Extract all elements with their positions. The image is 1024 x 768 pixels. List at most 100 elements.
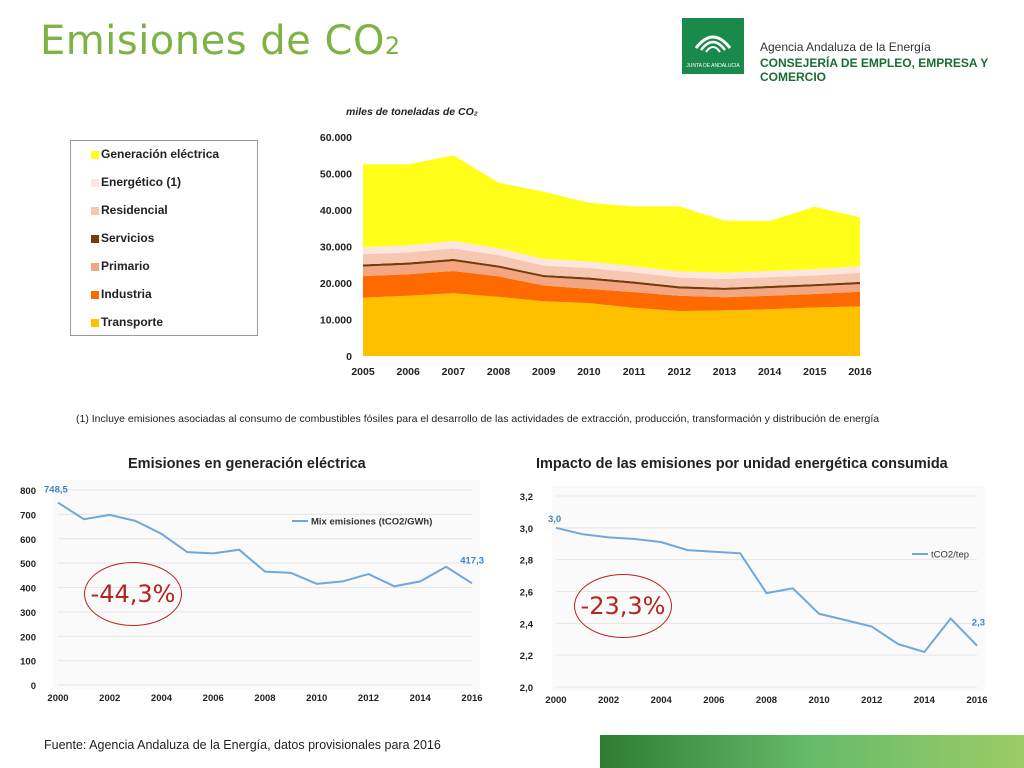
x-tick-label: 2011 [623, 366, 646, 378]
x-tick-label: 2010 [306, 693, 327, 704]
legend-label: tCO2/tep [931, 550, 969, 561]
legend-swatch [91, 235, 99, 243]
x-tick-label: 2007 [442, 366, 466, 378]
y-tick-label: 2,8 [520, 556, 533, 567]
decrease-callout-impact: -23,3% [574, 574, 672, 638]
y-tick-label: 2,2 [520, 651, 533, 662]
y-tick-label: 30.000 [320, 242, 352, 254]
y-tick-label: 20.000 [320, 278, 352, 290]
x-tick-label: 2012 [668, 366, 692, 378]
legend-label: Primario [101, 259, 150, 273]
series-line [555, 526, 978, 654]
y-tick-label: 500 [20, 559, 36, 570]
legend-item: Generación eléctrica [91, 147, 220, 161]
x-tick-label: 2006 [703, 695, 724, 706]
y-tick-label: 100 [20, 657, 36, 668]
y-tick-label: 0 [346, 351, 352, 363]
x-tick-label: 2016 [848, 366, 872, 378]
x-tick-label: 2002 [99, 693, 120, 704]
legend-label: Generación eléctrica [101, 147, 220, 161]
y-tick-label: 2,6 [520, 588, 533, 599]
x-tick-label: 2008 [254, 693, 275, 704]
legend-label: Servicios [101, 231, 155, 245]
legend-swatch [91, 319, 99, 327]
x-tick-label: 2008 [487, 366, 511, 378]
x-tick-label: 2002 [598, 695, 619, 706]
area-series-primario [363, 261, 860, 298]
x-tick-label: 2006 [397, 366, 421, 378]
x-tick-label: 2009 [532, 366, 556, 378]
legend-label: Residencial [101, 203, 168, 217]
data-label-first: 3,0 [548, 514, 561, 525]
ministry-name: CONSEJERÍA DE EMPLEO, EMPRESA Y COMERCIO [760, 56, 989, 84]
legend-label: Industria [101, 287, 152, 301]
legend-label: Mix emisiones (tCO2/GWh) [311, 517, 432, 528]
legend-label: Transporte [101, 315, 164, 329]
y-tick-label: 800 [20, 486, 36, 497]
legend-label: Energético (1) [101, 175, 182, 189]
x-tick-label: 2013 [713, 366, 737, 378]
x-tick-label: 2014 [758, 366, 782, 378]
legend-item: Residencial [91, 203, 168, 217]
co2-emissions-area-chart: miles de toneladas de CO₂ 0 10.000 20.000 30… [320, 106, 872, 378]
impact-chart-title: Impacto de las emisiones por unidad ener… [536, 456, 948, 472]
x-tick-label: 2014 [410, 693, 432, 704]
y-tick-label: 2,0 [520, 683, 533, 694]
area-series-transporte [363, 293, 860, 356]
legend-swatch [91, 179, 99, 187]
x-tick-label: 2005 [351, 366, 375, 378]
y-tick-label: 3,0 [520, 524, 533, 535]
x-tick-label: 2014 [914, 695, 936, 706]
x-tick-label: 2000 [47, 693, 68, 704]
decorative-green-band [600, 735, 1024, 768]
data-label-last: 417,3 [460, 555, 484, 566]
legend-swatch [91, 263, 99, 271]
series-line [57, 501, 473, 588]
y-tick-label: 60.000 [320, 132, 352, 144]
energy-impact-line-chart: 2,0 2,2 2,4 2,6 2,8 3,0 3,2 2000 2002 2004 2006 200… [520, 486, 988, 706]
y-tick-label: 400 [20, 584, 36, 595]
legend-swatch [91, 207, 99, 215]
legend-swatch [91, 151, 99, 159]
x-tick-label: 2012 [861, 695, 882, 706]
y-tick-label: 3,2 [520, 492, 533, 503]
junta-andalucia-logo: JUNTA DE ANDALUCIA [682, 18, 744, 74]
legend-item: Energético (1) [91, 175, 182, 189]
legend-item: Servicios [91, 231, 155, 245]
y-tick-label: 0 [31, 681, 36, 692]
y-axis-label: miles de toneladas de CO₂ [346, 106, 478, 118]
y-tick-label: 2,4 [520, 619, 534, 630]
legend-item: Transporte [91, 315, 164, 329]
area-series-residencial [363, 248, 860, 288]
x-tick-label: 2004 [151, 693, 173, 704]
legend-swatch [91, 291, 99, 299]
footnote: (1) Incluye emisiones asociadas al consu… [76, 413, 880, 425]
y-tick-label: 300 [20, 608, 36, 619]
data-label-last: 2,3 [972, 618, 985, 629]
source-note: Fuente: Agencia Andaluza de la Energía, … [44, 738, 441, 752]
data-label-first: 748,5 [44, 485, 68, 496]
x-tick-label: 2008 [756, 695, 777, 706]
svg-text:JUNTA DE ANDALUCIA: JUNTA DE ANDALUCIA [686, 63, 740, 69]
y-tick-label: 50.000 [320, 169, 352, 181]
generation-chart-title: Emisiones en generación eléctrica [128, 456, 366, 472]
area-series-generaci-n-el-ctrica [363, 155, 860, 273]
y-tick-label: 700 [20, 510, 36, 521]
x-tick-label: 2004 [651, 695, 673, 706]
x-tick-label: 2016 [461, 693, 482, 704]
agency-name: Agencia Andaluza de la Energía [760, 40, 931, 54]
y-tick-label: 600 [20, 535, 36, 546]
legend-item: Industria [91, 287, 152, 301]
generation-emissions-line-chart: 0 100 200 300 400 500 600 700 800 2000 2002 2004 200… [20, 480, 484, 704]
y-tick-label: 10.000 [320, 315, 352, 327]
x-tick-label: 2010 [809, 695, 830, 706]
x-tick-label: 2000 [545, 695, 566, 706]
decrease-callout-generation: -44,3% [84, 562, 182, 626]
page-title: Emisiones de CO2 [40, 18, 401, 64]
area-chart-legend: Generación eléctrica Energético (1) Reside… [70, 140, 258, 336]
x-tick-label: 2015 [803, 366, 827, 378]
x-tick-label: 2006 [203, 693, 224, 704]
x-tick-label: 2016 [966, 695, 987, 706]
area-series-industria [363, 270, 860, 312]
area-series-energ-tico-1 [363, 241, 860, 279]
